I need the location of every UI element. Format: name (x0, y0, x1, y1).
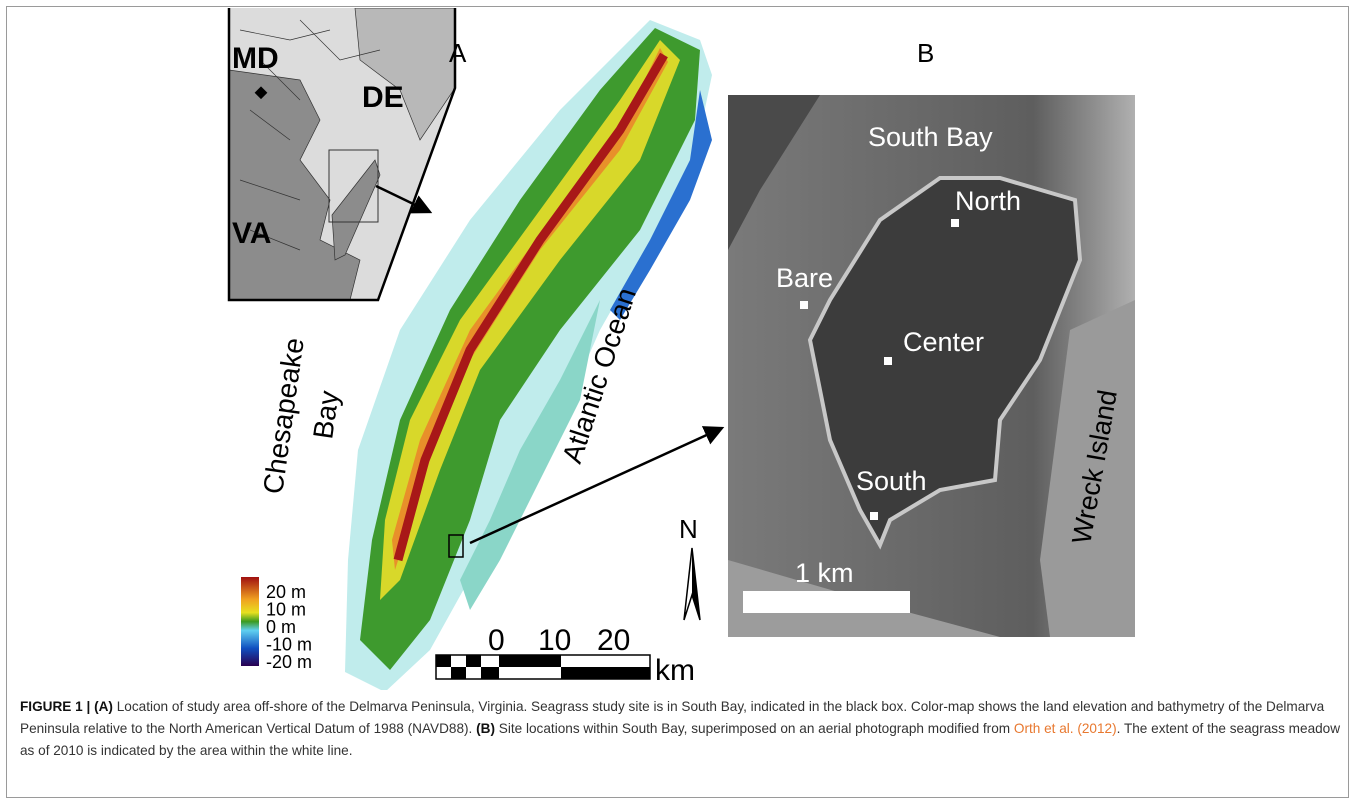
scale-unit: km (655, 654, 695, 687)
legend-label: -20 m (266, 652, 312, 672)
north-label: N (679, 514, 698, 544)
caption-text: Site locations within South Bay, superim… (495, 721, 1014, 736)
aerial-photo (728, 95, 1135, 637)
scale-label: 1 km (795, 558, 854, 588)
figure: MD DE VA A Chesapeake Bay Atlantic Ocean… (0, 0, 1357, 690)
caption-part: (A) (94, 699, 113, 714)
site-label: Bare (776, 263, 833, 293)
color-bar (241, 577, 259, 666)
caption-part: (B) (476, 721, 495, 736)
scale-bar (436, 655, 650, 679)
water-label: Chesapeake (257, 336, 310, 496)
water-label: Bay (307, 389, 344, 441)
scale-tick-label: 0 (488, 624, 505, 657)
site-label: Center (903, 327, 984, 357)
citation-link[interactable]: Orth et al. (2012) (1014, 721, 1117, 736)
site-label: South (856, 466, 927, 496)
panel-label: B (917, 38, 934, 68)
panel-label: A (449, 38, 467, 68)
place-label: South Bay (868, 122, 993, 152)
figure-number: FIGURE 1 | (20, 699, 90, 714)
caption: FIGURE 1 | (A) Location of study area of… (20, 696, 1342, 762)
scale-bar (743, 591, 910, 613)
scale-tick-label: 10 (538, 624, 571, 657)
page: MD DE VA A Chesapeake Bay Atlantic Ocean… (0, 0, 1357, 806)
inset-label: MD (232, 42, 279, 75)
scale-tick-label: 20 (597, 624, 630, 657)
site-label: North (955, 186, 1021, 216)
inset-label: DE (362, 81, 404, 114)
inset-label: VA (232, 217, 271, 250)
